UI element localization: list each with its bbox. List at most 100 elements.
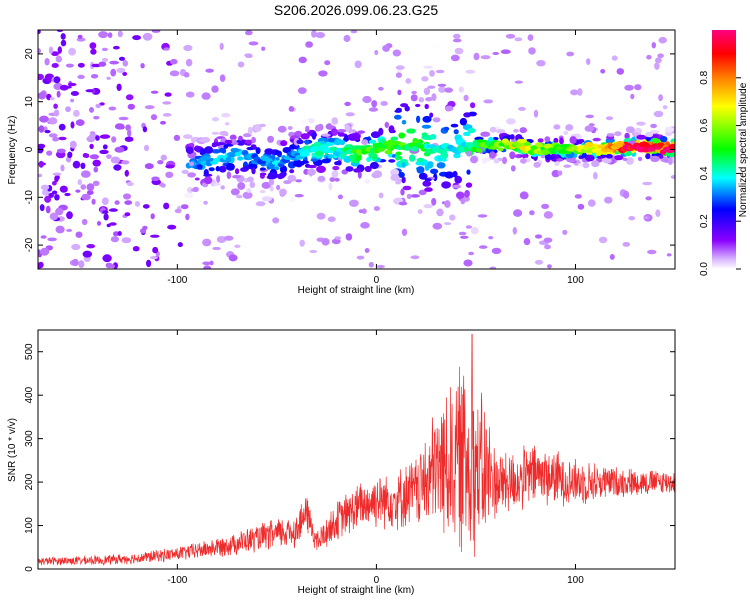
spectrogram-cell	[45, 205, 51, 214]
spectrogram-cell	[390, 136, 399, 141]
spectrogram-cell	[553, 137, 559, 144]
spectrogram-cell	[86, 190, 94, 196]
spectrogram-cell	[421, 124, 432, 129]
y-tick-label: 500	[24, 343, 35, 360]
spectrogram-cell	[453, 129, 459, 135]
spectrogram-cell	[105, 262, 113, 269]
spectrogram-cell	[71, 243, 81, 251]
colorbar-tick-label: 0.8	[699, 70, 710, 84]
spectrogram-cell	[376, 264, 385, 269]
spectrogram-cell	[86, 183, 95, 192]
spectrogram-cell	[454, 175, 463, 184]
spectrogram-cell	[410, 255, 420, 260]
spectrogram-cell	[529, 210, 535, 216]
spectrogram-cell	[544, 136, 551, 143]
spectrogram-ridge-cell	[203, 155, 211, 160]
spectrogram-cell	[480, 131, 491, 137]
snr-series-line	[38, 333, 675, 566]
spectrogram-cell	[625, 126, 635, 133]
spectrogram-cell	[410, 94, 418, 102]
spectrogram-cell	[275, 150, 282, 156]
x-tick-label: -100	[167, 275, 187, 286]
spectrogram-cell	[73, 109, 80, 117]
spectrogram-cell	[492, 51, 500, 56]
spectrogram-cell	[54, 194, 60, 201]
spectrogram-cell	[429, 134, 437, 140]
spectrogram-cell	[611, 55, 618, 61]
spectrogram-cell	[559, 137, 564, 145]
spectrogram-cell	[650, 155, 660, 162]
spectrogram-cell	[232, 174, 241, 179]
spectrogram-cell	[355, 156, 362, 161]
spectrogram-cell	[604, 196, 613, 204]
spectrogram-cell	[47, 237, 57, 242]
spectrogram-cell	[77, 34, 83, 39]
spectrogram-cell	[144, 163, 154, 170]
spectrogram-cell	[426, 161, 434, 169]
spectrogram-cell	[468, 251, 474, 256]
spectrogram-cell	[251, 136, 256, 144]
spectrogram-cell	[160, 120, 166, 125]
spectrogram-cell	[274, 166, 280, 171]
spectrogram-cell	[60, 164, 65, 172]
spectrogram-cell	[163, 202, 170, 210]
spectrogram-cell	[211, 85, 219, 93]
spectrogram-cell	[167, 224, 177, 230]
spectrogram-cell	[101, 197, 109, 205]
snr-frame	[37, 329, 676, 570]
spectrogram-cell	[162, 101, 172, 105]
spectrogram-cell	[388, 159, 396, 163]
spectrogram-cell	[170, 58, 178, 65]
spectrogram-cell	[401, 162, 406, 168]
spectrogram-cell	[544, 244, 551, 250]
spectrogram-cell	[70, 121, 75, 129]
spectrogram-cell	[662, 105, 668, 110]
spectrogram-cell	[173, 134, 181, 141]
spectrogram-cell	[49, 97, 55, 101]
spectrogram-cell	[625, 157, 634, 165]
spectrogram-cell	[327, 216, 336, 222]
spectrogram-cell	[311, 30, 317, 38]
spectrogram-cell	[183, 72, 190, 78]
spectrogram-cell	[259, 172, 267, 176]
spectrogram-cell	[440, 151, 449, 160]
spectrogram-cell	[395, 154, 400, 161]
spectrogram-cell	[75, 119, 85, 126]
spectrogram-cell	[327, 154, 334, 159]
spectrogram-cell	[643, 216, 650, 220]
spectrogram-cell	[134, 201, 141, 207]
spectrogram-cell	[49, 212, 59, 221]
spectrogram-cell	[235, 168, 240, 175]
spectrogram-cell	[361, 139, 369, 146]
y-tick-label: 0	[24, 146, 35, 152]
spectrogram-cell	[321, 158, 331, 164]
spectrogram-cell	[478, 245, 488, 249]
spectrogram-cell	[219, 147, 226, 153]
spectrogram-cell	[48, 192, 54, 198]
spectrogram-cell	[460, 235, 469, 239]
spectrogram-ridge-cell	[241, 149, 249, 156]
spectrogram-cell	[124, 169, 129, 177]
spectrogram-cell	[234, 244, 241, 248]
spectrogram-cell	[201, 136, 211, 143]
spectrogram-cell	[208, 167, 215, 172]
spectrogram-cell	[646, 54, 652, 60]
spectrogram-blobs	[38, 30, 675, 269]
spectrogram-cell	[368, 261, 374, 268]
spectrogram-cell	[305, 41, 313, 48]
spectrogram-cell	[562, 229, 568, 235]
spectrogram-cell	[495, 129, 506, 134]
spectrogram-ridge-cell	[299, 151, 310, 157]
spectrogram-cell	[362, 95, 372, 104]
spectrogram-cell	[533, 109, 539, 118]
spectrogram-cell	[248, 41, 259, 46]
spectrogram-cell	[109, 60, 119, 65]
spectrogram-cell	[360, 222, 370, 229]
spectrogram-cell	[356, 255, 365, 260]
spectrogram-cell	[58, 136, 67, 141]
spectrogram-cell	[56, 148, 66, 154]
spectrogram-cell	[65, 63, 74, 68]
spectrogram-cell	[55, 55, 62, 63]
spectrogram-cell	[380, 101, 388, 106]
